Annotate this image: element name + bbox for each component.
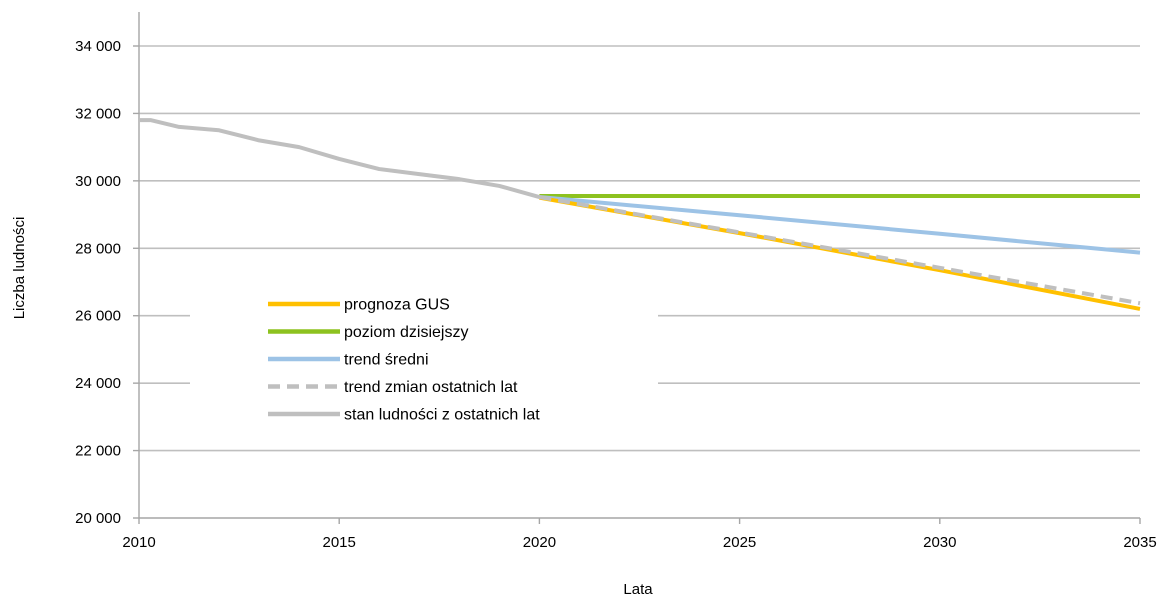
legend-label: prognoza GUS: [344, 297, 450, 314]
y-tick-label: 30 000: [75, 173, 121, 190]
y-tick-label: 28 000: [75, 240, 121, 257]
legend-label: poziom dzisiejszy: [344, 324, 468, 341]
x-tick-label: 2025: [723, 534, 756, 551]
y-axis-tick-labels: 20 000 22 000 24 000 26 000 28 000 30 000 32 0…: [75, 38, 121, 527]
y-tick-label: 34 000: [75, 38, 121, 55]
y-tick-label: 32 000: [75, 105, 121, 122]
series-lines: [139, 118, 1141, 311]
legend-label: stan ludności z ostatnich lat: [344, 407, 540, 424]
series-line: [139, 118, 540, 199]
legend-label: trend zmian ostatnich lat: [344, 379, 518, 396]
series-line: [539, 195, 1141, 311]
axes: [133, 12, 1141, 524]
x-tick-label: 2030: [923, 534, 956, 551]
x-tick-label: 2020: [523, 534, 556, 551]
legend-label: trend średni: [344, 352, 429, 369]
y-tick-label: 22 000: [75, 443, 121, 460]
legend: prognoza GUS poziom dzisiejszy trend średn…: [268, 297, 540, 424]
x-axis-title: Lata: [623, 581, 653, 597]
series-line: [539, 195, 1141, 255]
y-axis-title: Liczba ludności: [11, 217, 28, 320]
x-axis-tick-labels: 2010 2015 2020 2025 2030 2035: [122, 534, 1156, 551]
y-tick-label: 20 000: [75, 510, 121, 527]
y-tick-label: 24 000: [75, 375, 121, 392]
x-tick-label: 2015: [323, 534, 356, 551]
y-tick-label: 26 000: [75, 308, 121, 325]
gridlines: [139, 45, 1140, 452]
x-tick-label: 2010: [122, 534, 155, 551]
series-line: [539, 195, 1141, 306]
x-tick-label: 2035: [1123, 534, 1156, 551]
